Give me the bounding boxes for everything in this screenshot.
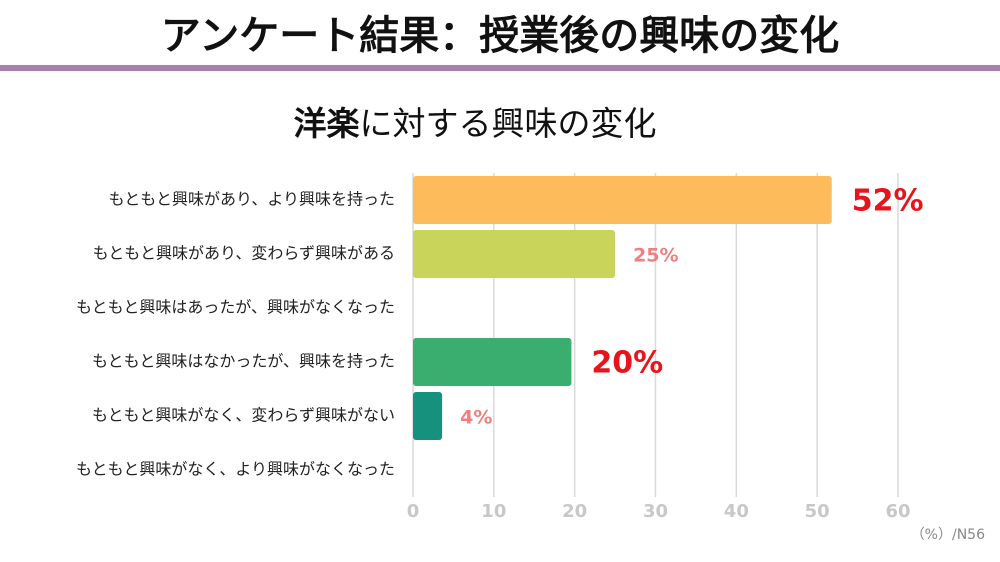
x-tick-label: 30 [643, 501, 668, 522]
slide-title: アンケート結果：授業後の興味の変化 [161, 13, 839, 59]
note: （%）/N56 [911, 527, 985, 543]
y-tick-label: もともと興味がなく、変わらず興味がない [92, 406, 395, 425]
x-tick-label: 10 [481, 501, 506, 522]
x-tick-label: 40 [724, 501, 749, 522]
chart-title-emphasis: 洋楽 [294, 104, 360, 143]
y-tick-label: もともと興味はなかったが、興味を持った [92, 352, 395, 371]
y-tick-label: もともと興味があり、より興味を持った [109, 190, 395, 209]
value-label: 25% [633, 245, 678, 267]
x-tick-label: 50 [805, 501, 830, 522]
chart-title-rest: に対する興味の変化 [360, 104, 657, 143]
x-tick-label: 60 [885, 501, 910, 522]
y-tick-label: もともと興味はあったが、興味がなくなった [76, 298, 395, 317]
value-label: 20% [591, 346, 663, 381]
chart-title: 洋楽に対する興味の変化 [294, 104, 657, 143]
x-tick-label: 20 [562, 501, 587, 522]
bar [413, 230, 616, 278]
bar [413, 176, 832, 224]
x-tick-label: 0 [407, 501, 420, 522]
value-label: 52% [852, 184, 924, 219]
title-rule [0, 65, 1000, 71]
bar [413, 338, 572, 386]
value-label: 4% [460, 407, 492, 429]
bar [413, 392, 443, 440]
y-tick-label: もともと興味があり、変わらず興味がある [93, 244, 395, 263]
y-tick-label: もともと興味がなく、より興味がなくなった [76, 460, 395, 479]
